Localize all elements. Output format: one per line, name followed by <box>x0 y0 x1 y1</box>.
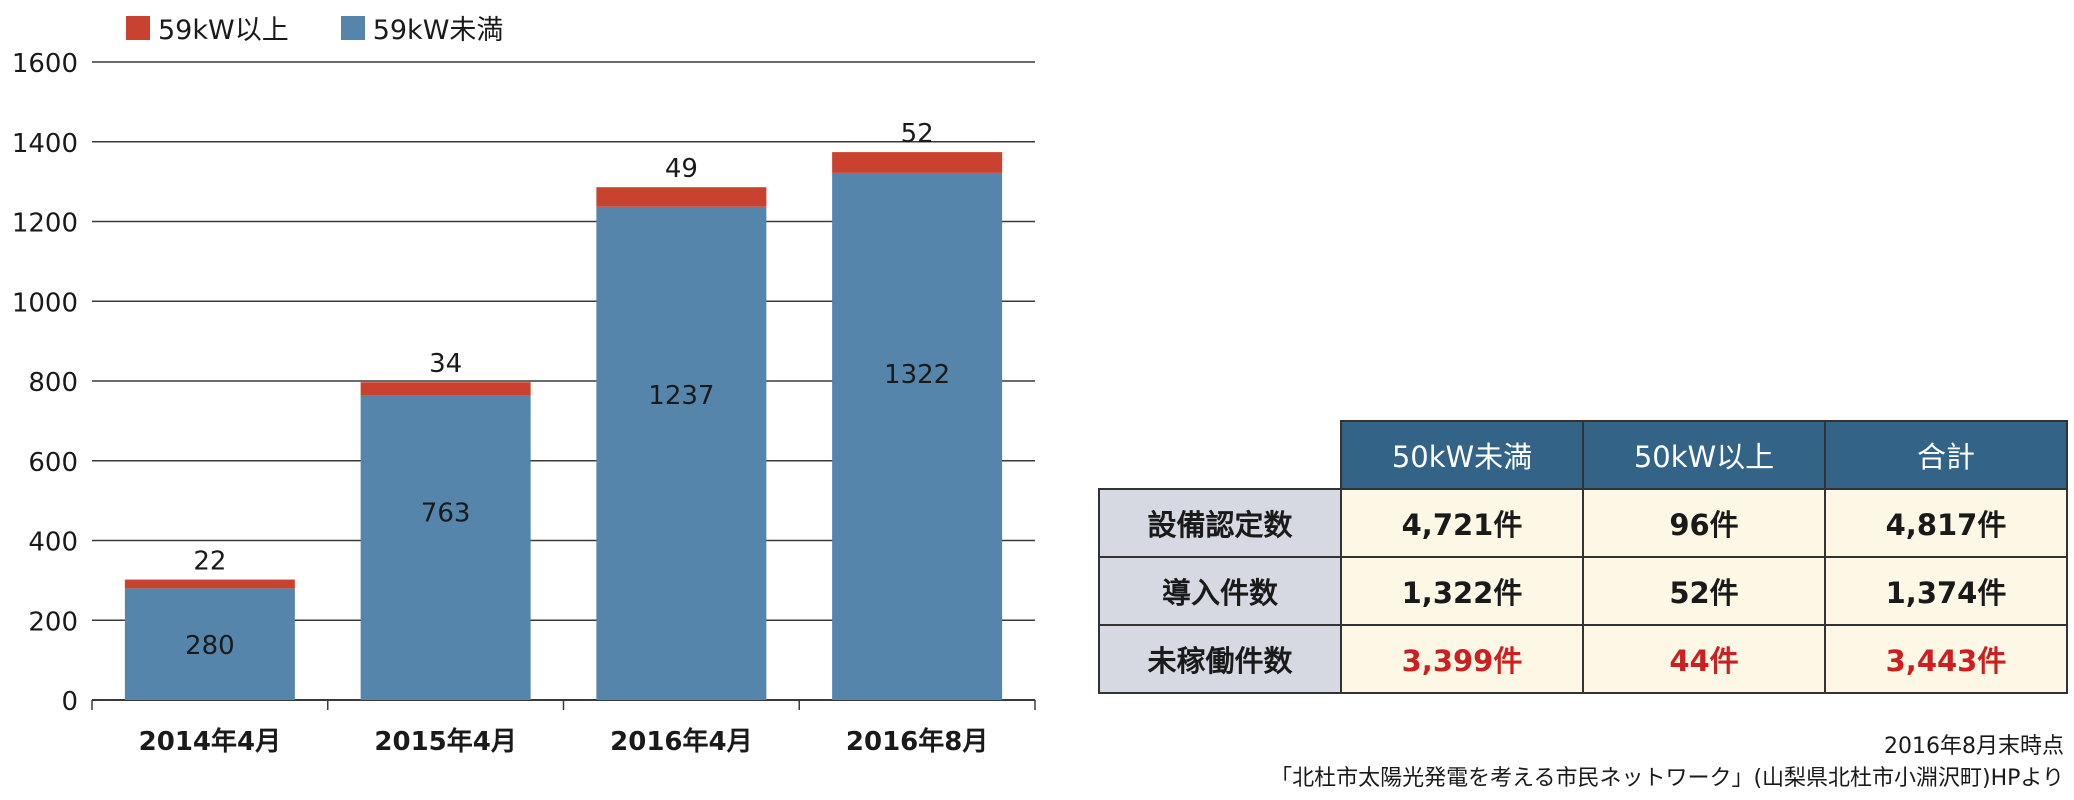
row-header: 導入件数 <box>1098 556 1342 626</box>
table-cell: 96件 <box>1582 488 1826 558</box>
legend-item-under: 59kW未満 <box>340 8 504 47</box>
x-tick-label: 2016年4月 <box>610 726 752 757</box>
data-label-under: 280 <box>185 631 235 661</box>
y-tick-label: 600 <box>28 448 78 478</box>
bar-over-59kw <box>832 152 1003 173</box>
y-tick-label: 1200 <box>12 209 78 239</box>
table-row: 未稼働件数 3,399件 44件 3,443件 <box>1098 624 2068 694</box>
table-cell: 3,443件 <box>1824 624 2068 694</box>
y-tick-label: 400 <box>28 528 78 558</box>
legend-label-under: 59kW未満 <box>372 15 504 46</box>
data-label-over: 49 <box>665 154 698 184</box>
table-row: 導入件数 1,322件 52件 1,374件 <box>1098 556 2068 626</box>
row-header: 未稼働件数 <box>1098 624 1342 694</box>
bars: 280 22 763 34 1237 49 1322 52 <box>124 119 1003 701</box>
y-tick-label: 0 <box>61 687 78 717</box>
y-tick-label: 1000 <box>12 288 78 318</box>
legend-label-over: 59kW以上 <box>158 15 289 46</box>
status-table: 50kW未満 50kW以上 合計 設備認定数 4,721件 96件 4,817件… <box>1098 420 2068 694</box>
table-cell: 1,322件 <box>1340 556 1584 626</box>
data-label-under: 763 <box>421 498 471 528</box>
col-header-total: 合計 <box>1824 420 2068 490</box>
y-axis-ticks: 0 200 400 600 800 1000 1200 1400 1600 <box>12 49 78 717</box>
table-cell: 1,374件 <box>1824 556 2068 626</box>
legend-swatch-under <box>340 15 365 40</box>
table-cell: 44件 <box>1582 624 1826 694</box>
y-tick-label: 1400 <box>12 129 78 159</box>
x-tick-label: 2014年4月 <box>139 726 281 757</box>
y-tick-label: 800 <box>28 368 78 398</box>
x-tick-label: 2016年8月 <box>846 726 988 757</box>
note-source: 「北杜市太陽光発電を考える市民ネットワーク」(山梨県北杜市小淵沢町)HPより <box>1270 766 2064 791</box>
x-axis-ticks: 2014年4月 2015年4月 2016年4月 2016年8月 <box>91 700 1036 757</box>
y-tick-label: 1600 <box>12 49 78 79</box>
legend-swatch-over <box>126 15 150 40</box>
bar-over-59kw <box>124 579 295 589</box>
data-label-over: 52 <box>901 119 934 149</box>
note-date: 2016年8月末時点 <box>1884 734 2064 759</box>
table-cell: 3,399件 <box>1340 624 1584 694</box>
data-label-under: 1322 <box>884 360 950 390</box>
table-cell: 4,721件 <box>1340 488 1584 558</box>
col-header-over: 50kW以上 <box>1582 420 1826 490</box>
bar-under-59kw <box>124 588 295 700</box>
y-tick-label: 200 <box>28 607 78 637</box>
bar-under-59kw <box>596 206 767 700</box>
col-header-under: 50kW未満 <box>1340 420 1584 490</box>
table-cell: 4,817件 <box>1824 488 2068 558</box>
data-label-under: 1237 <box>648 381 714 411</box>
table-cell: 52件 <box>1582 556 1826 626</box>
data-label-over: 34 <box>429 349 462 379</box>
table-header-row: 50kW未満 50kW以上 合計 <box>1099 420 2068 490</box>
bar-under-59kw <box>832 172 1003 701</box>
legend: 59kW以上 59kW未満 <box>126 8 503 47</box>
stacked-bar-chart: 0 200 400 600 800 1000 1200 1400 1600 280 22 763 34… <box>12 49 1036 757</box>
table-corner <box>1099 421 1341 489</box>
bar-over-59kw <box>360 382 531 396</box>
bar-under-59kw <box>360 395 531 700</box>
x-tick-label: 2015年4月 <box>374 726 516 757</box>
data-label-over: 22 <box>193 547 226 577</box>
row-header: 設備認定数 <box>1098 488 1342 558</box>
legend-item-over: 59kW以上 <box>126 8 289 47</box>
bar-over-59kw <box>596 187 767 207</box>
table-row: 設備認定数 4,721件 96件 4,817件 <box>1098 488 2068 558</box>
